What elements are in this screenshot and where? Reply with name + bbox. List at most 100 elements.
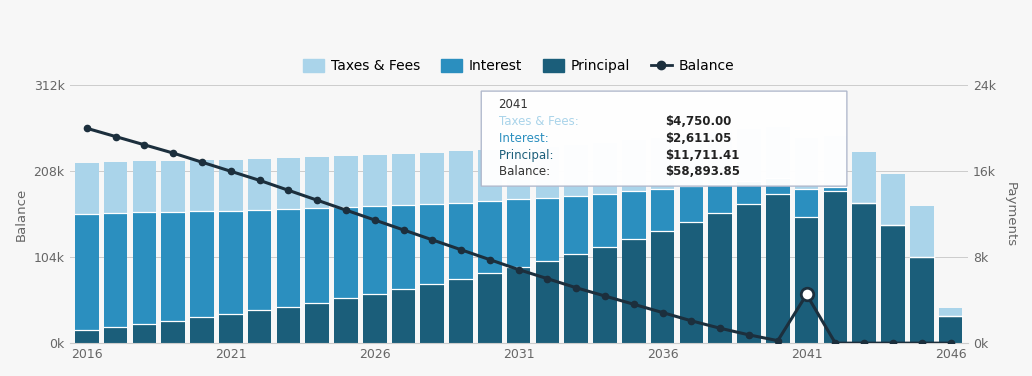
Bar — [680, 222, 703, 343]
Bar — [852, 152, 876, 203]
Bar — [248, 159, 271, 210]
Bar — [680, 186, 703, 222]
Bar — [104, 213, 127, 327]
Bar — [565, 254, 588, 343]
Bar — [737, 204, 761, 343]
Bar — [132, 212, 156, 324]
Bar — [190, 160, 214, 211]
Text: Balance:: Balance: — [498, 165, 553, 179]
Bar — [277, 158, 300, 209]
Text: Taxes & Fees:: Taxes & Fees: — [498, 115, 582, 128]
Bar — [219, 314, 243, 343]
Bar — [910, 257, 934, 343]
Bar — [708, 213, 732, 343]
Bar — [392, 205, 415, 289]
Bar — [305, 157, 329, 208]
Bar — [910, 206, 934, 257]
Bar — [881, 174, 905, 225]
Bar — [507, 199, 530, 267]
Bar — [104, 162, 127, 213]
Bar — [248, 310, 271, 343]
Bar — [219, 211, 243, 314]
Bar — [565, 145, 588, 196]
Bar — [651, 189, 675, 231]
Bar — [593, 194, 617, 247]
Bar — [420, 284, 444, 343]
Bar — [478, 273, 502, 343]
FancyBboxPatch shape — [481, 91, 847, 186]
Bar — [881, 225, 905, 343]
Bar — [737, 180, 761, 204]
Bar — [190, 211, 214, 317]
Bar — [507, 149, 530, 199]
Text: $11,711.41: $11,711.41 — [666, 149, 740, 162]
Bar — [593, 143, 617, 194]
Bar — [824, 186, 847, 191]
Bar — [277, 306, 300, 343]
Bar — [795, 138, 818, 189]
Bar — [795, 217, 818, 343]
Bar — [161, 321, 185, 343]
Bar — [219, 159, 243, 211]
Bar — [708, 132, 732, 183]
Bar — [277, 209, 300, 306]
Bar — [536, 198, 559, 261]
Bar — [161, 161, 185, 212]
Bar — [420, 153, 444, 204]
Bar — [75, 163, 99, 214]
Bar — [651, 231, 675, 343]
Text: Interest:: Interest: — [498, 132, 552, 145]
Bar — [824, 191, 847, 343]
Y-axis label: Payments: Payments — [1004, 182, 1017, 247]
Bar — [420, 204, 444, 284]
Bar — [824, 136, 847, 186]
Bar — [132, 161, 156, 212]
Bar — [622, 140, 646, 191]
Bar — [363, 206, 387, 294]
Bar — [132, 324, 156, 343]
Bar — [75, 214, 99, 330]
Bar — [305, 303, 329, 343]
Bar — [334, 156, 358, 207]
Bar — [507, 267, 530, 343]
Bar — [852, 203, 876, 343]
Bar — [737, 129, 761, 180]
Text: 2041: 2041 — [498, 98, 528, 111]
Bar — [622, 239, 646, 343]
Bar — [651, 138, 675, 189]
Bar — [766, 127, 789, 178]
Text: $4,750.00: $4,750.00 — [666, 115, 732, 128]
Bar — [536, 147, 559, 198]
Bar — [795, 189, 818, 217]
Bar — [363, 155, 387, 206]
Bar — [305, 208, 329, 303]
Bar — [75, 330, 99, 343]
Bar — [766, 178, 789, 194]
Bar — [478, 201, 502, 273]
Bar — [708, 183, 732, 213]
Bar — [392, 289, 415, 343]
Bar — [190, 317, 214, 343]
Text: Principal:: Principal: — [498, 149, 557, 162]
Bar — [536, 261, 559, 343]
Bar — [449, 203, 473, 279]
Y-axis label: Balance: Balance — [15, 188, 28, 241]
Bar — [680, 135, 703, 186]
Bar — [622, 191, 646, 239]
Bar — [766, 194, 789, 343]
Text: $58,893.85: $58,893.85 — [666, 165, 741, 179]
Bar — [593, 247, 617, 343]
Bar — [363, 294, 387, 343]
Bar — [565, 196, 588, 254]
Bar — [939, 316, 962, 343]
Text: $2,611.05: $2,611.05 — [666, 132, 732, 145]
Legend: Taxes & Fees, Interest, Principal, Balance: Taxes & Fees, Interest, Principal, Balan… — [297, 54, 740, 79]
Bar — [334, 298, 358, 343]
Bar — [392, 154, 415, 205]
Bar — [449, 279, 473, 343]
Bar — [939, 308, 962, 316]
Bar — [248, 210, 271, 310]
Bar — [478, 150, 502, 201]
Bar — [334, 207, 358, 298]
Bar — [161, 212, 185, 321]
